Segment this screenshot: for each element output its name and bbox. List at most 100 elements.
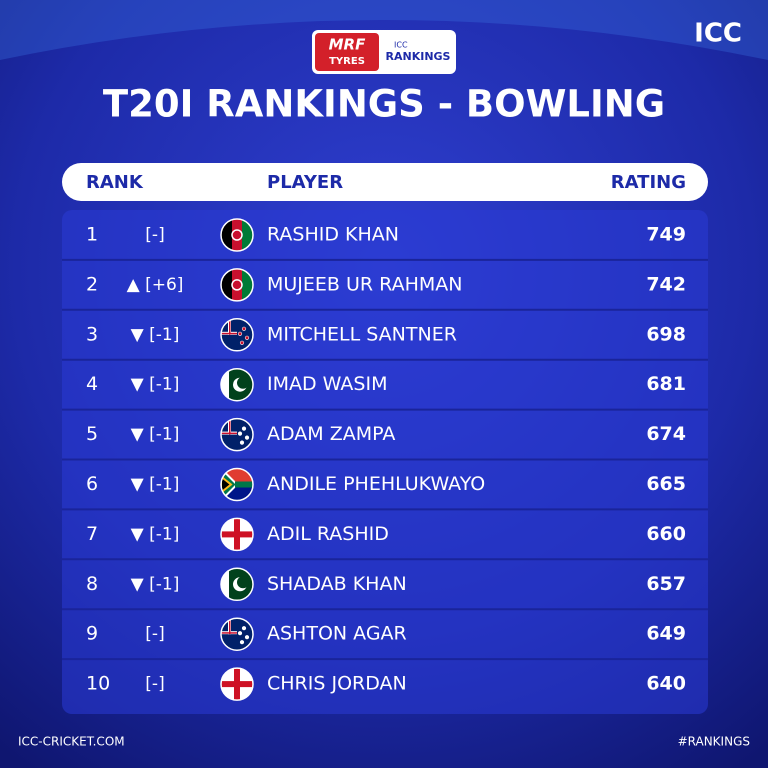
sponsor-top: MRF <box>329 36 366 54</box>
wave <box>0 0 768 60</box>
flag-part <box>234 668 240 701</box>
brand: ICC <box>694 19 742 49</box>
flag-body <box>221 518 253 551</box>
player: ANDILE PHEHLUKWAYO <box>267 473 485 495</box>
rank: 7 <box>86 523 98 545</box>
flag <box>220 667 254 701</box>
flag-moon-cut <box>237 576 249 589</box>
flag-star <box>237 331 243 336</box>
rank: 9 <box>86 623 98 645</box>
change: ▼ [-1] <box>131 325 180 345</box>
badge-text: RANKINGS <box>386 50 451 63</box>
col-rating: RATING <box>611 172 686 193</box>
player: ADIL RASHID <box>267 523 389 545</box>
flag-star <box>237 431 243 436</box>
change: ▼ [-1] <box>131 425 180 445</box>
footer-right: #RANKINGS <box>678 735 750 749</box>
rank: 3 <box>86 323 98 345</box>
change: ▲ [+6] <box>127 275 184 295</box>
flag <box>220 617 254 651</box>
rank: 5 <box>86 423 98 445</box>
flag-part <box>221 268 232 301</box>
player: MITCHELL SANTNER <box>267 323 457 345</box>
flag-part <box>235 481 253 488</box>
change: ▼ [-1] <box>131 524 180 544</box>
col-player: PLAYER <box>267 172 343 193</box>
flag-star <box>244 335 250 340</box>
flag <box>220 467 254 502</box>
flag-ring <box>220 467 254 502</box>
flag-part <box>232 219 242 251</box>
flag <box>220 218 254 252</box>
flag-star <box>244 435 250 440</box>
flag-body <box>221 468 253 501</box>
flag-star <box>239 340 245 345</box>
player: ADAM ZAMPA <box>267 423 395 445</box>
footer-left: ICC-CRICKET.COM <box>18 735 125 749</box>
flag-moon-cut <box>237 376 249 389</box>
rating: 649 <box>646 623 686 645</box>
flag-body <box>221 568 253 601</box>
rating: 674 <box>646 423 686 445</box>
player: SHADAB KHAN <box>267 573 407 595</box>
rating: 698 <box>646 323 686 345</box>
flag-body <box>221 219 253 251</box>
rating: 660 <box>646 523 686 545</box>
flag-part <box>229 618 231 635</box>
flag-ring <box>220 567 254 602</box>
flag-ring <box>220 367 254 402</box>
flag <box>220 318 254 352</box>
player: MUJEEB UR RAHMAN <box>267 273 462 295</box>
badge-small: ICC <box>394 41 408 50</box>
flag <box>220 517 254 552</box>
flag-body <box>221 368 253 401</box>
rank: 6 <box>86 473 98 495</box>
flag-ring <box>220 318 254 352</box>
player: ASHTON AGAR <box>267 623 407 645</box>
header-bar <box>62 163 708 201</box>
flag-star <box>239 640 245 645</box>
rating: 640 <box>646 673 686 695</box>
flag-part <box>234 518 240 551</box>
col-rank: RANK <box>86 172 144 193</box>
flag-ring <box>220 218 254 252</box>
change: ▼ [-1] <box>131 475 180 495</box>
flag-tri <box>221 474 233 495</box>
flag <box>220 367 254 402</box>
sponsor-bottom: TYRES <box>329 56 365 67</box>
title: T20I RANKINGS - BOWLING <box>103 83 665 126</box>
rank: 8 <box>86 573 98 595</box>
flag-ring <box>220 417 254 452</box>
rating: 742 <box>646 273 686 295</box>
change: [-] <box>145 674 164 694</box>
flag-part <box>242 219 253 251</box>
flag-star <box>241 326 247 331</box>
rating: 749 <box>646 224 686 246</box>
flag-star <box>241 626 247 631</box>
flag <box>220 417 254 452</box>
flag-star <box>241 426 247 431</box>
flag <box>220 268 254 302</box>
flag-body <box>221 418 253 451</box>
player: RASHID KHAN <box>267 224 399 246</box>
change: ▼ [-1] <box>131 574 180 594</box>
flag-body <box>221 318 253 351</box>
flag-part <box>229 418 231 435</box>
flag-body <box>221 668 253 701</box>
player: CHRIS JORDAN <box>267 673 407 695</box>
flag-part <box>221 368 229 401</box>
flag-ring <box>220 617 254 651</box>
flag-ring <box>220 517 254 552</box>
rank: 10 <box>86 673 110 695</box>
rating: 665 <box>646 473 686 495</box>
change: ▼ [-1] <box>131 375 180 395</box>
flag-part <box>232 268 242 301</box>
flag-body <box>221 618 253 651</box>
flag-emblem <box>231 279 243 291</box>
change: [-] <box>145 225 164 245</box>
rank: 4 <box>86 373 98 395</box>
flag-part <box>221 568 229 601</box>
flag-part <box>242 268 253 301</box>
player: IMAD WASIM <box>267 373 387 395</box>
